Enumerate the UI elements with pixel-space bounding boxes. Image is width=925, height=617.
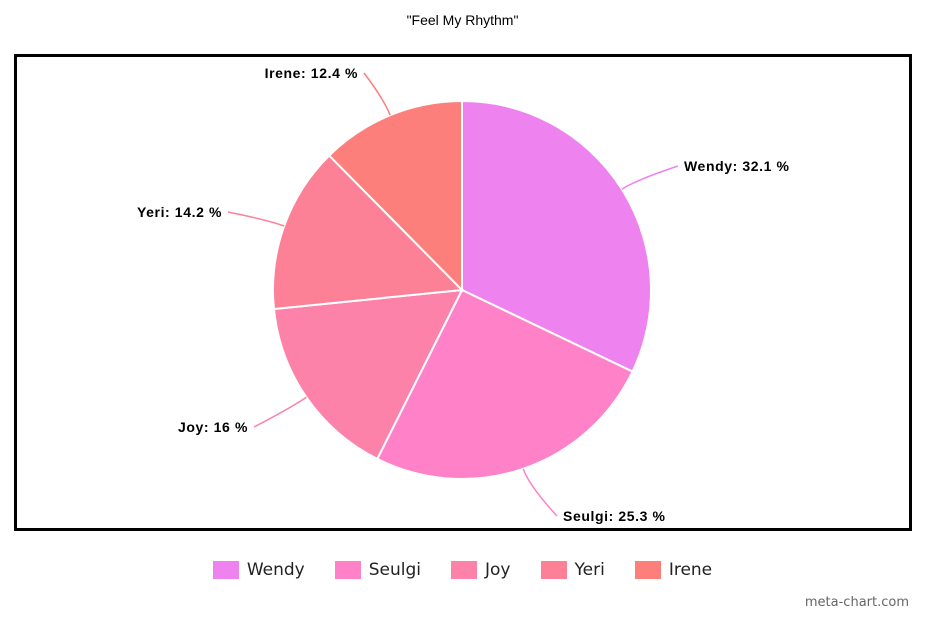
label-connector-joy [253, 396, 307, 428]
slice-label-yeri: Yeri: 14.2 % [137, 204, 222, 220]
label-connector-irene [363, 72, 391, 116]
slice-labels: Wendy: 32.1 % Seulgi: 25.3 % Joy: 16 % Yeri… [137, 65, 790, 524]
legend-item-yeri[interactable]: Yeri [540, 560, 605, 580]
legend-item-irene[interactable]: Irene [634, 560, 713, 580]
legend-item-wendy[interactable]: Wendy [212, 560, 305, 580]
slice-label-irene: Irene: 12.4 % [265, 65, 358, 81]
label-connector-seulgi [522, 468, 558, 517]
pie-slices [272, 99, 652, 480]
legend-swatch [334, 561, 361, 579]
label-connector-wendy [621, 165, 679, 190]
legend-item-joy[interactable]: Joy [451, 560, 511, 580]
watermark: meta-chart.com [804, 595, 909, 610]
legend-label: Wendy [246, 560, 305, 580]
legend: Wendy Seulgi Joy Yeri Irene [0, 557, 925, 583]
pie-slice-wendy[interactable] [461, 99, 652, 373]
legend-label: Yeri [574, 560, 605, 580]
legend-swatch [540, 561, 567, 579]
legend-label: Joy [485, 560, 511, 580]
pie-slice-irene[interactable] [327, 99, 463, 293]
pie-slice-seulgi[interactable] [375, 288, 634, 480]
legend-swatch [212, 561, 239, 579]
legend-label: Irene [668, 560, 713, 580]
legend-item-seulgi[interactable]: Seulgi [334, 560, 422, 580]
legend-label: Seulgi [368, 560, 422, 580]
pie-slice-joy[interactable] [272, 288, 464, 461]
label-connector-yeri [227, 211, 285, 227]
legend-swatch [451, 561, 478, 579]
slice-label-seulgi: Seulgi: 25.3 % [563, 508, 666, 524]
pie-slice-yeri[interactable] [272, 154, 465, 311]
slice-label-joy: Joy: 16 % [178, 419, 248, 435]
slice-label-wendy: Wendy: 32.1 % [684, 158, 790, 174]
legend-swatch [634, 561, 661, 579]
chart-title: "Feel My Rhythm" [406, 12, 519, 28]
